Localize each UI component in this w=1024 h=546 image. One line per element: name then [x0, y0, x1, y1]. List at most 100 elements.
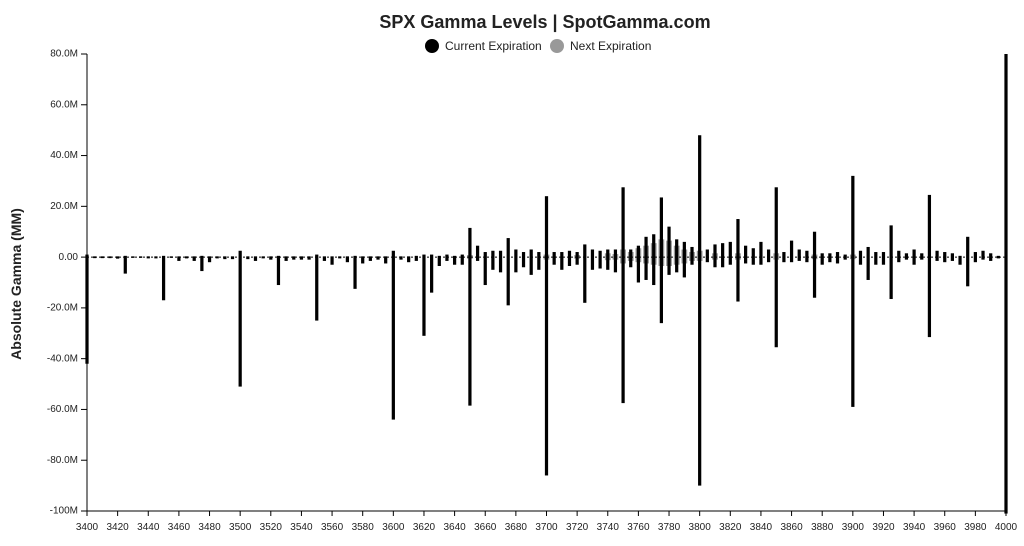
bar-current-expiration[interactable] — [85, 254, 89, 364]
bar-current-expiration[interactable] — [759, 241, 763, 265]
bar-current-expiration[interactable] — [399, 256, 403, 260]
bar-current-expiration[interactable] — [621, 187, 625, 404]
bar-current-expiration[interactable] — [590, 249, 595, 270]
bar-current-expiration[interactable] — [161, 255, 166, 301]
bar-current-expiration[interactable] — [675, 239, 679, 273]
bar-current-expiration[interactable] — [537, 252, 541, 270]
bar-current-expiration[interactable] — [690, 246, 694, 265]
bar-current-expiration[interactable] — [736, 219, 740, 302]
bar-current-expiration[interactable] — [437, 255, 441, 266]
bar-current-expiration[interactable] — [253, 256, 258, 261]
bar-current-expiration[interactable] — [567, 250, 572, 266]
bar-current-expiration[interactable] — [866, 246, 870, 280]
bar-current-expiration[interactable] — [812, 231, 817, 298]
bar-current-expiration[interactable] — [123, 255, 127, 274]
bar-current-expiration[interactable] — [966, 236, 970, 287]
bar-current-expiration[interactable] — [851, 175, 855, 407]
bar-current-expiration[interactable] — [744, 245, 748, 264]
bar-current-expiration[interactable] — [989, 253, 993, 261]
bar-current-expiration[interactable] — [506, 238, 510, 306]
bar-current-expiration[interactable] — [774, 187, 778, 348]
bar-current-expiration[interactable] — [475, 245, 480, 261]
bar-current-expiration[interactable] — [192, 256, 196, 261]
bar-current-expiration[interactable] — [345, 256, 349, 263]
bar-current-expiration[interactable] — [529, 249, 533, 275]
bar-current-expiration[interactable] — [468, 227, 472, 406]
bar-current-expiration[interactable] — [912, 249, 916, 265]
bar-current-expiration[interactable] — [514, 249, 518, 273]
bar-current-expiration[interactable] — [583, 244, 587, 303]
bar-current-expiration[interactable] — [246, 256, 250, 260]
bar-current-expiration[interactable] — [422, 254, 426, 336]
bar-current-expiration[interactable] — [606, 249, 610, 270]
bar-current-expiration[interactable] — [981, 250, 985, 260]
bar-current-expiration[interactable] — [116, 256, 120, 259]
bar-current-expiration[interactable] — [652, 234, 656, 286]
bar-current-expiration[interactable] — [843, 254, 847, 260]
bar-current-expiration[interactable] — [713, 244, 717, 268]
bar-current-expiration[interactable] — [805, 250, 809, 263]
bar-current-expiration[interactable] — [904, 253, 909, 260]
bar-current-expiration[interactable] — [858, 250, 863, 265]
bar-current-expiration[interactable] — [307, 256, 311, 260]
bar-current-expiration[interactable] — [269, 256, 273, 260]
bar-current-expiration[interactable] — [430, 254, 434, 293]
bar-current-expiration[interactable] — [881, 252, 886, 265]
bar-current-expiration[interactable] — [322, 256, 327, 261]
bar-current-expiration[interactable] — [414, 255, 418, 261]
bar-current-expiration[interactable] — [184, 256, 189, 259]
bar-current-expiration[interactable] — [521, 252, 526, 268]
legend-item-next[interactable]: Next Expiration — [550, 39, 651, 53]
bar-current-expiration[interactable] — [200, 255, 204, 272]
bar-current-expiration[interactable] — [207, 256, 212, 263]
bar-current-expiration[interactable] — [996, 255, 1000, 259]
bar-current-expiration[interactable] — [230, 256, 235, 260]
bar-current-expiration[interactable] — [629, 249, 633, 268]
bar-current-expiration[interactable] — [353, 255, 357, 289]
bar-current-expiration[interactable] — [828, 253, 832, 263]
bar-current-expiration[interactable] — [927, 194, 932, 338]
bar-current-expiration[interactable] — [728, 241, 732, 265]
bar-current-expiration[interactable] — [659, 197, 663, 324]
bar-current-expiration[interactable] — [384, 256, 388, 264]
bar-current-expiration[interactable] — [766, 249, 771, 263]
bar-current-expiration[interactable] — [789, 240, 794, 263]
bar-current-expiration[interactable] — [613, 249, 618, 273]
bar-current-expiration[interactable] — [820, 253, 824, 265]
bar-current-expiration[interactable] — [361, 256, 365, 264]
bar-current-expiration[interactable] — [368, 256, 372, 261]
bar-current-expiration[interactable] — [177, 256, 181, 261]
bar-current-expiration[interactable] — [575, 252, 579, 265]
bar-current-expiration[interactable] — [598, 250, 602, 269]
bar-current-expiration[interactable] — [835, 252, 840, 264]
bar-current-expiration[interactable] — [460, 254, 464, 265]
bar-current-expiration[interactable] — [93, 256, 97, 259]
bar-current-expiration[interactable] — [445, 254, 449, 261]
bar-current-expiration[interactable] — [636, 245, 641, 283]
legend-item-current[interactable]: Current Expiration — [425, 39, 542, 53]
bar-current-expiration[interactable] — [544, 196, 549, 476]
bar-current-expiration[interactable] — [108, 256, 112, 259]
bar-current-expiration[interactable] — [452, 255, 457, 265]
bar-current-expiration[interactable] — [560, 252, 564, 270]
bar-current-expiration[interactable] — [391, 250, 395, 420]
bar-current-expiration[interactable] — [498, 250, 503, 273]
bar-current-expiration[interactable] — [721, 243, 725, 268]
bar-current-expiration[interactable] — [552, 252, 556, 265]
bar-current-expiration[interactable] — [897, 250, 901, 263]
bar-current-expiration[interactable] — [407, 256, 411, 263]
bar-current-expiration[interactable] — [682, 241, 686, 278]
bar-current-expiration[interactable] — [935, 250, 939, 261]
bar-current-expiration[interactable] — [920, 253, 924, 260]
bar-current-expiration[interactable] — [100, 256, 104, 259]
bar-current-expiration[interactable] — [705, 249, 709, 263]
bar-current-expiration[interactable] — [797, 249, 801, 261]
bar-current-expiration[interactable] — [276, 255, 281, 286]
bar-current-expiration[interactable] — [874, 252, 878, 265]
bar-current-expiration[interactable] — [284, 256, 288, 261]
bar-current-expiration[interactable] — [238, 250, 242, 387]
bar-current-expiration[interactable] — [330, 256, 334, 265]
bar-current-expiration[interactable] — [223, 256, 227, 260]
bar-current-expiration[interactable] — [667, 226, 671, 275]
bar-current-expiration[interactable] — [215, 256, 219, 259]
